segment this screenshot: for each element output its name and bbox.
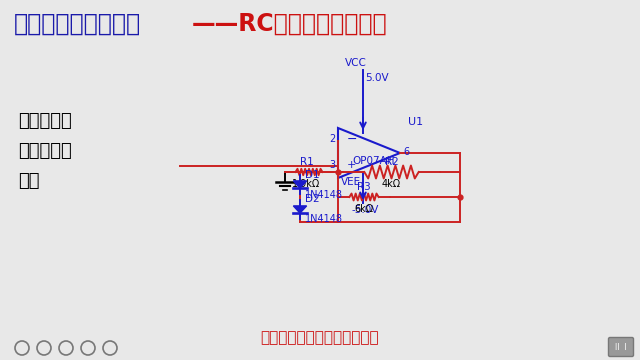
Text: D1: D1 <box>305 170 319 180</box>
Text: U1: U1 <box>408 117 423 127</box>
Text: −: − <box>347 133 358 146</box>
Text: 1N4148: 1N4148 <box>305 189 343 199</box>
Text: II  I: II I <box>615 342 627 351</box>
Text: 1.9kΩ: 1.9kΩ <box>292 179 321 189</box>
Text: 具有稳幅功: 具有稳幅功 <box>18 112 72 130</box>
Text: 大器: 大器 <box>18 172 40 190</box>
Text: 6: 6 <box>403 147 409 157</box>
Polygon shape <box>293 181 307 188</box>
Text: VEE: VEE <box>341 177 361 187</box>
Text: 5.0V: 5.0V <box>365 73 388 83</box>
Text: D2: D2 <box>305 194 319 204</box>
Text: -5.0V: -5.0V <box>351 205 378 215</box>
Text: 4kΩ: 4kΩ <box>382 179 401 189</box>
FancyBboxPatch shape <box>609 338 634 356</box>
Text: R2: R2 <box>385 157 398 167</box>
Text: 1N4148: 1N4148 <box>305 215 343 225</box>
Text: VCC: VCC <box>345 58 367 68</box>
Text: R3: R3 <box>357 182 371 192</box>
Text: +: + <box>347 159 356 170</box>
Text: 3: 3 <box>329 159 335 170</box>
Text: 能的同相放: 能的同相放 <box>18 142 72 160</box>
Text: R1: R1 <box>300 157 314 167</box>
Text: 6kΩ: 6kΩ <box>355 204 374 214</box>
Text: 正弦波振荡器的实现: 正弦波振荡器的实现 <box>14 12 141 36</box>
Polygon shape <box>293 206 307 213</box>
Text: 这是由二极管构成的稳幅电路: 这是由二极管构成的稳幅电路 <box>260 330 380 345</box>
Text: OP07AH: OP07AH <box>353 156 396 166</box>
Text: ——RC桥式正弦波振荡器: ——RC桥式正弦波振荡器 <box>192 12 388 36</box>
Text: 2: 2 <box>329 135 335 144</box>
